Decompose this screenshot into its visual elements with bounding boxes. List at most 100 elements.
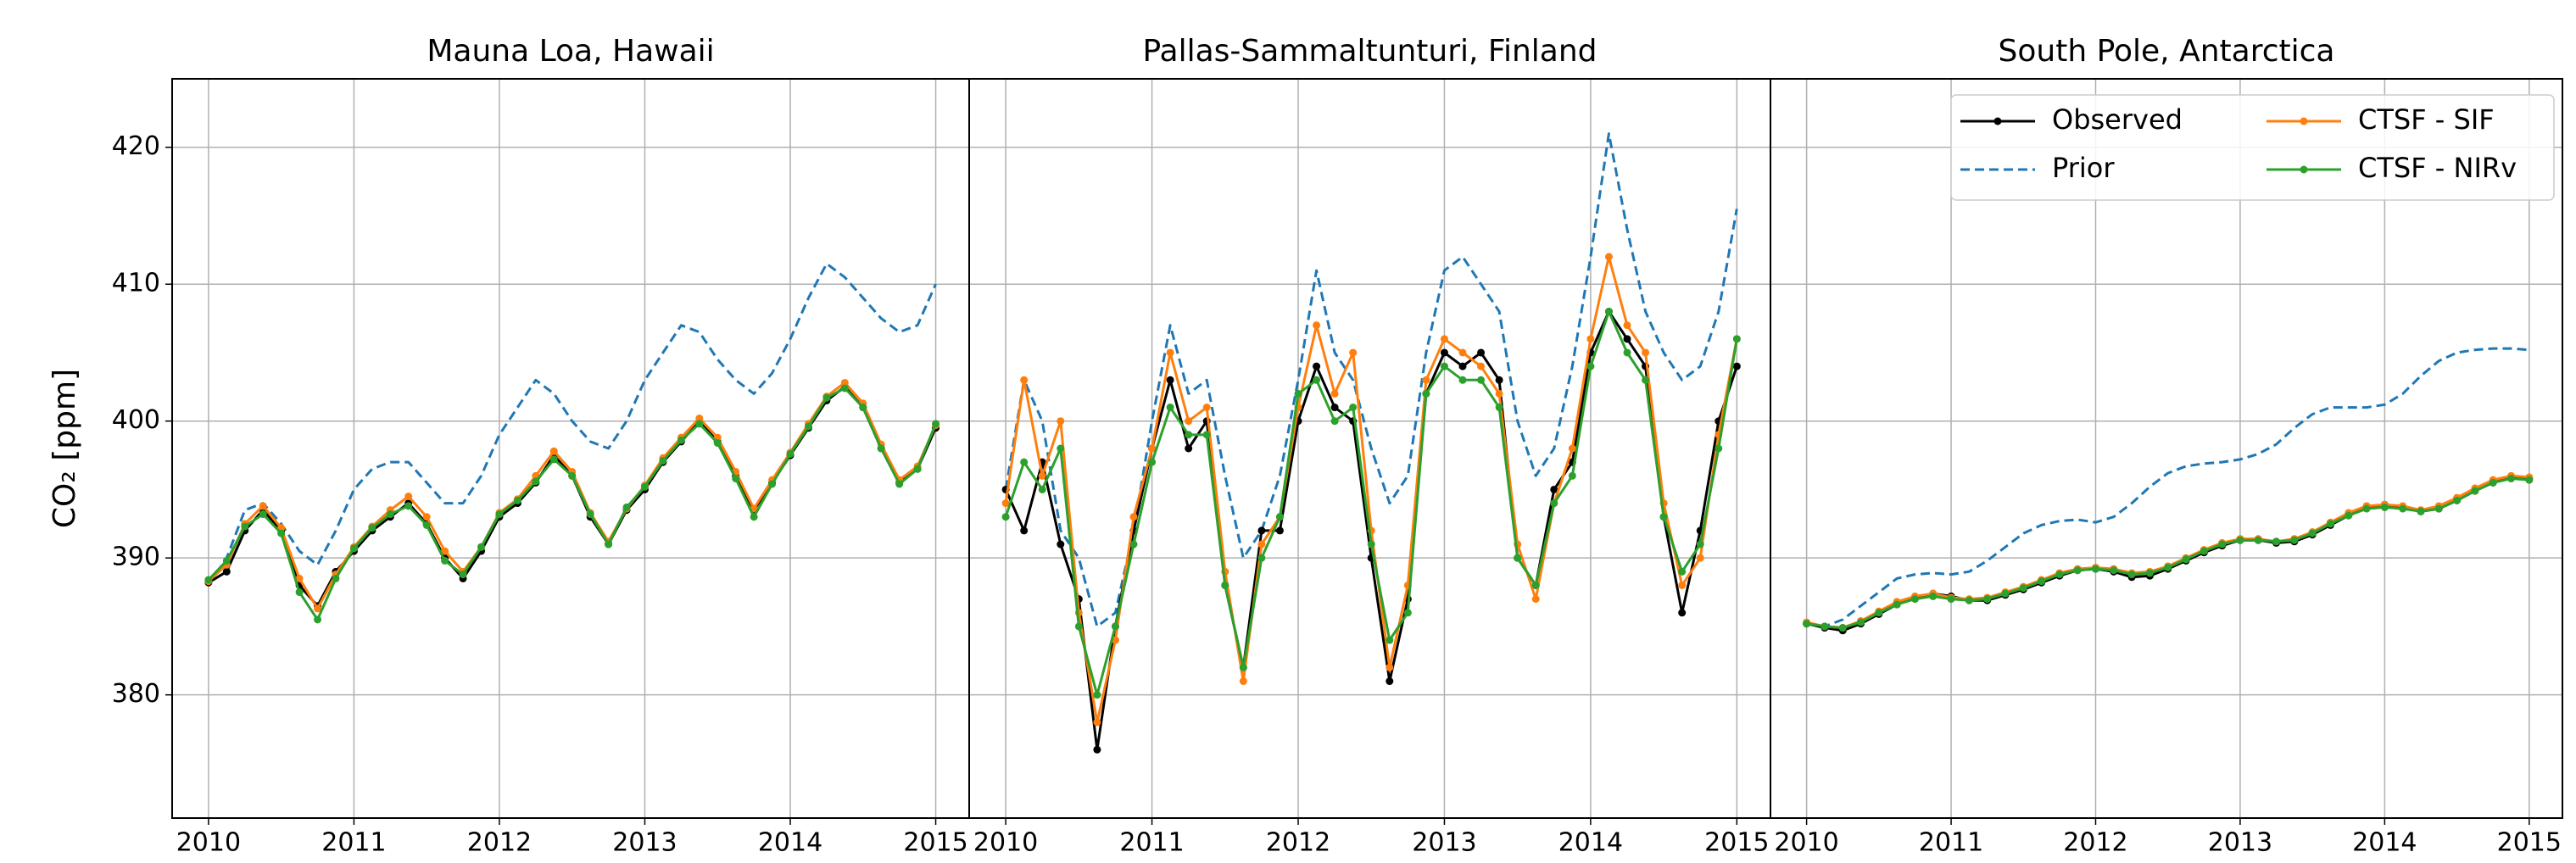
x-tick-label: 2015 <box>2497 828 2562 858</box>
data-point <box>1586 335 1595 343</box>
data-point <box>859 404 867 412</box>
data-point <box>1166 348 1174 357</box>
legend-box <box>1950 94 2555 201</box>
data-point <box>1093 745 1101 754</box>
data-point <box>1057 417 1065 426</box>
data-point <box>1148 444 1157 453</box>
data-point <box>1166 404 1174 412</box>
data-point <box>1642 348 1650 357</box>
x-tick-label: 2010 <box>973 828 1038 858</box>
data-point <box>1732 335 1741 343</box>
data-point <box>2164 563 2172 571</box>
x-tick-label: 2011 <box>1919 828 1983 858</box>
data-point <box>2236 536 2244 544</box>
x-tick-label: 2011 <box>1119 828 1184 858</box>
data-point <box>804 422 812 431</box>
data-point <box>1001 513 1010 521</box>
series-line <box>1806 347 2529 628</box>
series-line <box>207 381 937 610</box>
data-point <box>1604 253 1613 261</box>
data-point <box>1910 595 1919 604</box>
series <box>207 262 937 587</box>
data-point <box>1893 600 1901 609</box>
data-point <box>622 503 631 511</box>
data-point <box>1129 513 1138 521</box>
x-tick-label: 2013 <box>1412 828 1476 858</box>
data-point <box>1313 362 1321 370</box>
data-point <box>1275 513 1284 521</box>
series-line <box>1806 474 2529 629</box>
data-point <box>840 384 849 393</box>
data-point <box>2073 566 2082 575</box>
data-point <box>1257 540 1266 548</box>
data-point <box>2290 536 2299 544</box>
data-point <box>1129 540 1138 548</box>
data-point <box>1803 620 1811 628</box>
data-point <box>2434 504 2443 513</box>
x-tick-label: 2014 <box>758 828 822 858</box>
data-point <box>2345 511 2353 520</box>
series <box>204 384 940 624</box>
data-point <box>1947 595 1955 604</box>
data-point <box>2055 571 2064 579</box>
series <box>1001 308 1741 699</box>
data-point <box>1495 376 1503 384</box>
data-point <box>1820 622 1829 631</box>
data-point <box>2091 565 2099 573</box>
y-axis-label: CO₂ [ppm] <box>47 369 82 528</box>
x-tick-label: 2010 <box>176 828 241 858</box>
y-tick-label: 420 <box>112 131 160 161</box>
data-point <box>386 510 394 519</box>
data-point <box>1330 404 1339 412</box>
data-point <box>295 574 304 582</box>
series-line <box>1806 476 2529 632</box>
series-line <box>207 262 937 587</box>
series <box>1803 475 2534 632</box>
data-point <box>568 471 577 480</box>
data-point <box>1148 458 1157 466</box>
data-point <box>1239 677 1247 686</box>
data-point <box>1715 444 1723 453</box>
x-tick-label: 2014 <box>2352 828 2417 858</box>
data-point <box>1038 485 1046 493</box>
data-point <box>605 540 613 548</box>
series-line <box>1806 477 2529 629</box>
legend-label: CTSF - SIF <box>2358 103 2495 136</box>
data-point <box>1330 417 1339 426</box>
data-point <box>1458 348 1467 357</box>
x-tick-label: 2013 <box>612 828 677 858</box>
data-point <box>2471 487 2479 495</box>
data-point <box>2038 577 2046 586</box>
data-point <box>713 439 722 448</box>
data-point <box>659 457 667 465</box>
data-point <box>2127 571 2136 579</box>
data-point <box>1185 431 1193 439</box>
data-point <box>877 444 885 453</box>
data-point <box>314 615 322 624</box>
data-point <box>1586 362 1595 370</box>
data-point <box>1857 618 1865 626</box>
data-point <box>1239 663 1247 671</box>
data-point <box>640 482 649 491</box>
data-point <box>259 510 267 519</box>
data-point <box>295 588 304 597</box>
data-point <box>1678 581 1687 589</box>
data-point <box>549 447 558 455</box>
data-point <box>1057 540 1065 548</box>
data-point <box>1623 348 1631 357</box>
data-point <box>1221 581 1229 589</box>
data-point <box>1020 526 1029 535</box>
data-point <box>2399 504 2407 513</box>
data-point <box>1732 362 1741 370</box>
data-point <box>2489 478 2497 487</box>
data-point <box>422 521 431 529</box>
data-point <box>1185 444 1193 453</box>
series <box>204 378 940 613</box>
y-tick-label: 380 <box>112 679 160 709</box>
data-point <box>1386 663 1394 671</box>
data-point <box>513 496 521 504</box>
y-tick-label: 390 <box>112 543 160 572</box>
data-point <box>2218 540 2227 548</box>
data-point <box>222 556 231 565</box>
